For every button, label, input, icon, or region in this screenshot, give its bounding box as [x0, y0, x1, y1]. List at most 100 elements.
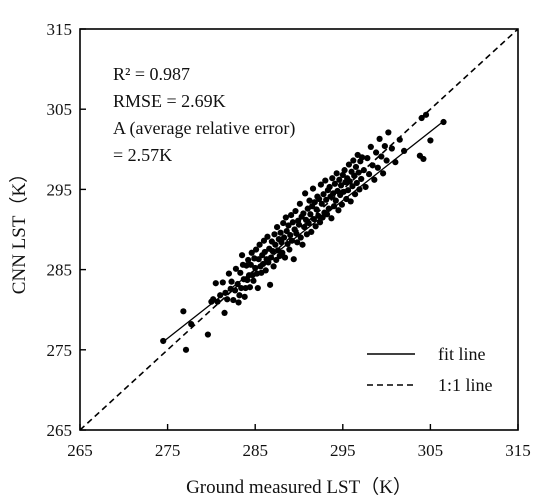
data-point: [339, 171, 346, 179]
data-point: [378, 153, 385, 160]
data-point: [294, 239, 301, 246]
data-point: [388, 145, 395, 152]
data-point: [236, 292, 243, 299]
data-point: [371, 176, 378, 183]
y-tick-label: 275: [47, 341, 73, 360]
x-tick-label: 305: [418, 441, 444, 460]
data-point: [241, 293, 248, 300]
data-point: [182, 346, 190, 353]
data-point: [260, 237, 268, 244]
data-point: [271, 231, 278, 238]
data-point: [252, 264, 259, 272]
stat-average-relative-error-label: A (average relative error): [113, 118, 295, 139]
data-point: [254, 284, 261, 292]
data-point: [282, 214, 289, 221]
data-point: [281, 254, 289, 261]
data-point: [217, 292, 224, 299]
data-point: [286, 246, 293, 253]
data-point: [427, 137, 434, 144]
data-point: [312, 223, 319, 230]
data-point: [311, 199, 318, 206]
data-point: [280, 219, 287, 227]
reference-lines: [79, 28, 519, 431]
x-tick-label: 285: [242, 441, 268, 460]
axis-ticks: 265 275 285 295 305 315 265 275 285 295 305 315: [47, 20, 531, 460]
data-point: [232, 265, 240, 272]
data-point: [204, 331, 211, 338]
data-point: [341, 167, 348, 174]
data-point: [221, 309, 228, 317]
data-point: [323, 196, 330, 203]
legend-one-to-one-label: 1:1 line: [438, 375, 493, 395]
data-point: [266, 281, 274, 288]
data-point: [385, 129, 392, 136]
data-point: [379, 170, 387, 177]
data-point: [329, 175, 336, 182]
data-point: [335, 207, 342, 214]
data-point: [358, 154, 366, 161]
one-to-one-line: [79, 28, 519, 431]
y-tick-label: 295: [47, 180, 73, 199]
data-point: [355, 169, 362, 176]
data-point: [238, 252, 246, 259]
data-point: [246, 284, 254, 291]
data-points: [160, 111, 447, 353]
data-point: [337, 182, 345, 189]
data-point: [347, 198, 354, 205]
data-point: [344, 187, 352, 194]
data-point: [231, 287, 239, 294]
y-tick-label: 305: [47, 100, 73, 119]
data-point: [219, 279, 226, 286]
data-point: [225, 270, 233, 277]
data-point: [302, 190, 309, 197]
plot-frame: [79, 28, 519, 431]
x-tick-label: 265: [67, 441, 93, 460]
data-point: [332, 197, 339, 204]
data-point: [262, 267, 269, 274]
data-point: [358, 175, 365, 183]
stat-average-relative-error-value: = 2.57K: [113, 145, 172, 165]
y-tick-label: 315: [47, 20, 73, 39]
legend-fit-line-label: fit line: [438, 344, 486, 364]
data-point: [328, 215, 335, 222]
data-point: [277, 229, 284, 236]
data-point: [372, 149, 380, 156]
data-point: [250, 277, 257, 284]
data-point: [256, 241, 263, 248]
data-point: [290, 256, 297, 263]
x-tick-label: 295: [330, 441, 356, 460]
data-point: [288, 211, 295, 219]
data-point: [376, 135, 383, 142]
data-point: [274, 223, 281, 231]
stat-r-squared: R² = 0.987: [113, 64, 190, 84]
data-point: [326, 183, 333, 191]
data-point: [245, 256, 252, 264]
data-point: [247, 261, 254, 268]
data-point: [365, 171, 373, 178]
data-point: [353, 179, 360, 187]
y-tick-label: 265: [47, 421, 73, 440]
data-point: [289, 219, 296, 226]
data-point: [270, 263, 277, 270]
data-point: [320, 191, 327, 198]
data-point: [264, 233, 271, 240]
data-point: [383, 157, 390, 164]
data-point: [300, 210, 307, 217]
plot-area: [79, 28, 519, 431]
data-point: [306, 197, 313, 204]
data-point: [305, 219, 312, 227]
data-point: [323, 211, 331, 218]
data-point: [273, 256, 280, 264]
data-point: [283, 228, 290, 235]
data-point: [295, 221, 303, 228]
data-point: [252, 246, 260, 253]
data-point: [228, 278, 235, 285]
data-point: [350, 157, 357, 164]
data-point: [297, 234, 304, 241]
x-tick-label: 315: [505, 441, 531, 460]
data-point: [346, 178, 353, 185]
data-point: [345, 161, 353, 168]
data-point: [272, 241, 279, 248]
data-point: [381, 142, 388, 150]
